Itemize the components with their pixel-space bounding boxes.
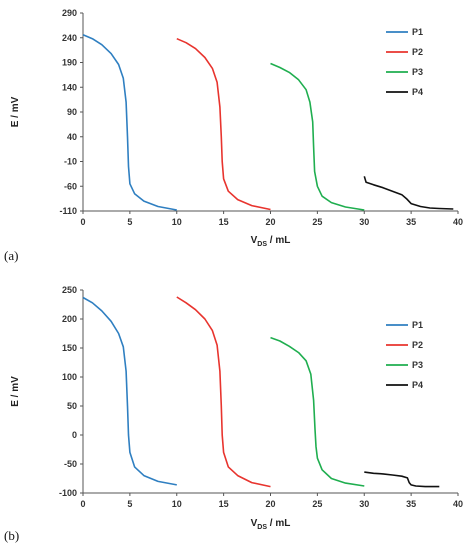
y-tick-label: 250 — [62, 285, 77, 295]
series-line-p3 — [270, 336, 365, 487]
y-tick-label: -110 — [59, 206, 77, 216]
y-tick-label: 140 — [62, 82, 77, 92]
y-axis-label: E / mV — [10, 376, 21, 407]
y-tick-label: 200 — [62, 314, 77, 324]
y-tick-label: 40 — [67, 132, 77, 142]
x-tick-label: 35 — [406, 499, 416, 509]
y-tick-label: 50 — [67, 401, 77, 411]
panel-label: (b) — [4, 528, 19, 543]
x-tick-label: 20 — [265, 217, 275, 227]
x-axis-label: VDS / mL — [251, 518, 291, 531]
x-tick-label: 15 — [219, 217, 229, 227]
x-tick-label: 10 — [172, 217, 182, 227]
x-tick-label: 30 — [359, 217, 369, 227]
y-tick-label: 240 — [62, 33, 77, 43]
series-line-p2 — [176, 37, 271, 211]
series-line-p1 — [82, 34, 177, 211]
legend-label-p1: P1 — [412, 27, 423, 37]
y-tick-label: 90 — [67, 107, 77, 117]
y-tick-label: 190 — [62, 58, 77, 68]
x-tick-label: 35 — [406, 217, 416, 227]
y-tick-label: 0 — [72, 430, 77, 440]
legend-label-p4: P4 — [412, 87, 423, 97]
x-tick-label: 25 — [312, 217, 322, 227]
chart-panel-1: -110 -60 -10 40 90 140 190 240 290 0 5 10 15 20 25 30 35… — [4, 8, 463, 263]
chart-panel-2: -100 -50 0 50 100 150 200 250 0 5 10 15 20 25 30 35 40 VD… — [4, 285, 463, 543]
legend-label-p1: P1 — [412, 320, 423, 330]
x-tick-label: 20 — [265, 499, 275, 509]
series-line-p2 — [176, 296, 271, 488]
y-tick-label: -10 — [64, 157, 77, 167]
legend-label-p3: P3 — [412, 67, 423, 77]
y-tick-label: -50 — [64, 459, 77, 469]
y-tick-label: 100 — [62, 372, 77, 382]
x-tick-label: 0 — [80, 499, 85, 509]
x-tick-label: 30 — [359, 499, 369, 509]
x-tick-label: 0 — [80, 217, 85, 227]
x-tick-label: 40 — [453, 499, 463, 509]
series-line-p4 — [364, 471, 440, 488]
y-tick-label: -60 — [64, 181, 77, 191]
panel-label: (a) — [4, 248, 18, 263]
x-tick-label: 25 — [312, 499, 322, 509]
y-tick-label: 150 — [62, 343, 77, 353]
y-axis-label: E / mV — [10, 96, 21, 127]
x-tick-label: 10 — [172, 499, 182, 509]
y-tick-label: 290 — [62, 8, 77, 18]
series-line-p3 — [270, 62, 365, 211]
x-tick-label: 40 — [453, 217, 463, 227]
x-tick-label: 15 — [219, 499, 229, 509]
legend-label-p4: P4 — [412, 380, 423, 390]
x-tick-label: 5 — [127, 499, 132, 509]
x-axis-label: VDS / mL — [251, 235, 291, 248]
y-tick-label: -100 — [59, 488, 77, 498]
legend-label-p3: P3 — [412, 360, 423, 370]
legend-label-p2: P2 — [412, 340, 423, 350]
legend-label-p2: P2 — [412, 47, 423, 57]
x-tick-label: 5 — [127, 217, 132, 227]
series-line-p1 — [82, 296, 177, 486]
series-line-p4 — [363, 176, 454, 210]
